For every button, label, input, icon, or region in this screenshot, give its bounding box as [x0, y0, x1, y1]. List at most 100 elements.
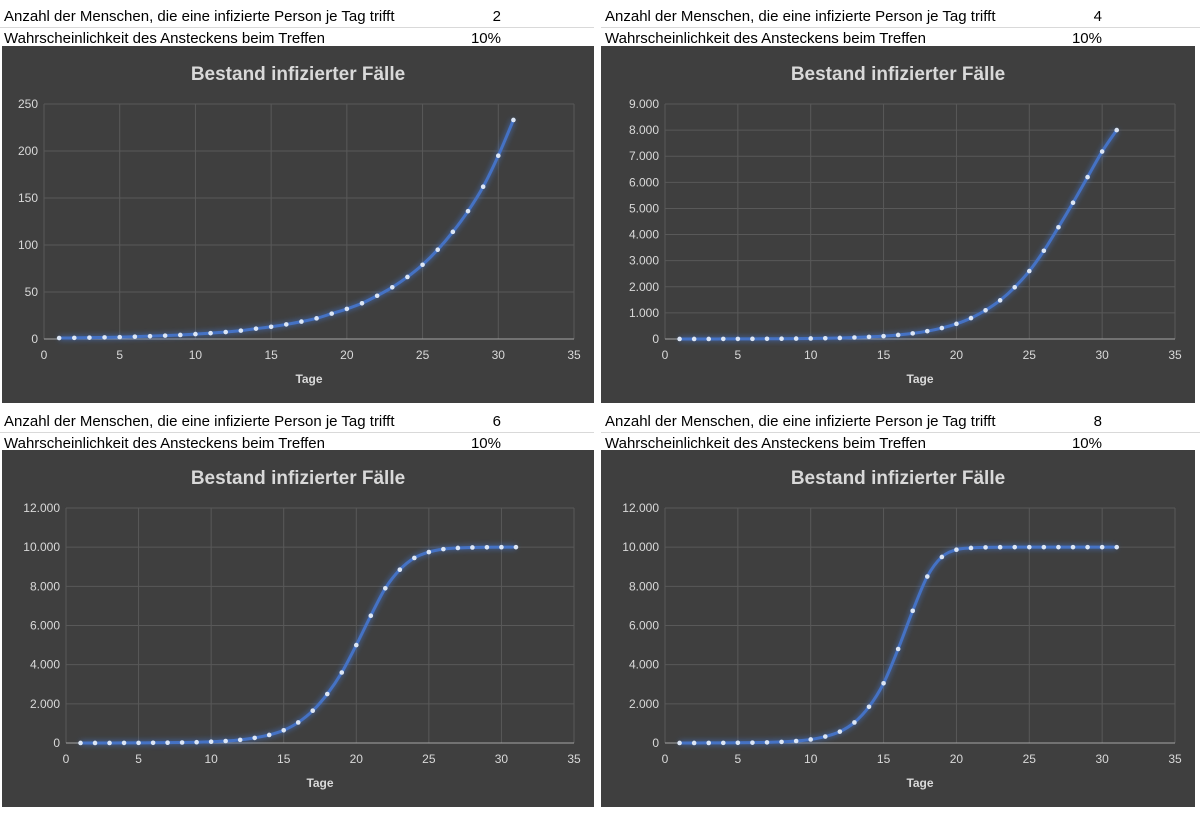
data-point [808, 336, 814, 341]
data-point [441, 546, 446, 552]
chart-svg: Bestand infizierter Fälle 0 1.000 2.000 3.00… [629, 64, 1182, 386]
data-point [374, 293, 380, 299]
data-point [764, 336, 770, 342]
panel-3: Anzahl der Menschen, die eine infizierte… [0, 405, 594, 813]
y-tick-label: 150 [18, 191, 38, 205]
x-tick-label: 5 [735, 752, 742, 766]
cell-border [601, 432, 1200, 433]
y-tick-label: 2.000 [30, 697, 60, 711]
data-point [92, 740, 98, 746]
y-tick-label: 1.000 [629, 306, 659, 320]
contacts-label: Anzahl der Menschen, die eine infizierte… [605, 8, 996, 25]
data-point [968, 545, 974, 551]
data-point [1041, 544, 1047, 550]
data-point [793, 738, 799, 744]
series-line [59, 119, 515, 340]
data-point [162, 333, 168, 338]
x-tick-label: 10 [189, 348, 203, 362]
data-point [881, 680, 886, 686]
contacts-value: 4 [1093, 8, 1102, 25]
y-tick-label: 9.000 [629, 97, 659, 111]
data-point [295, 720, 301, 725]
data-point [779, 739, 784, 745]
x-tick-label: 0 [41, 348, 48, 362]
chart-2: Bestand infizierter Fälle 0 1.000 2.000 3.00… [601, 46, 1195, 403]
x-tick-label: 5 [135, 752, 142, 766]
data-point [426, 549, 432, 555]
data-point [968, 315, 974, 321]
data-point [997, 298, 1003, 303]
data-point [720, 336, 726, 342]
cell-border [0, 432, 594, 433]
data-point [1114, 127, 1120, 133]
contacts-value: 6 [492, 413, 501, 430]
data-point [150, 740, 156, 746]
x-tick-label: 15 [277, 752, 291, 766]
data-point [177, 332, 183, 338]
probability-row: Wahrscheinlichkeit des Ansteckens beim T… [0, 434, 594, 454]
data-point [1070, 200, 1076, 205]
data-point [1012, 285, 1018, 290]
data-point [484, 544, 490, 550]
x-tick-label: 25 [1023, 348, 1037, 362]
probability-row: Wahrscheinlichkeit des Ansteckens beim T… [601, 434, 1200, 454]
data-point [1070, 544, 1076, 550]
x-tick-label: 30 [1095, 348, 1109, 362]
data-point [353, 642, 359, 648]
y-tick-label: 4.000 [629, 658, 659, 672]
x-tick-label: 15 [264, 348, 278, 362]
cell-border [601, 27, 1200, 28]
data-point [324, 691, 330, 697]
contacts-row: Anzahl der Menschen, die eine infizierte… [0, 7, 594, 27]
data-point [677, 336, 682, 342]
data-point [1099, 544, 1105, 550]
chart-title: Bestand infizierter Fälle [191, 468, 405, 489]
data-point [779, 336, 784, 342]
data-point [1085, 174, 1090, 180]
data-point [465, 208, 471, 214]
data-point [223, 738, 228, 744]
series-line [679, 545, 1117, 745]
data-point [253, 326, 259, 331]
contacts-label: Anzahl der Menschen, die eine infizierte… [605, 413, 996, 430]
data-point [997, 544, 1003, 550]
x-axis-label: Tage [306, 776, 333, 790]
y-tick-label: 6.000 [629, 175, 659, 189]
data-point [499, 544, 504, 550]
data-point [910, 608, 916, 614]
probability-row: Wahrscheinlichkeit des Ansteckens beim T… [601, 29, 1200, 49]
y-tick-label: 100 [18, 238, 38, 252]
data-point [822, 335, 828, 341]
data-point [455, 545, 461, 551]
y-tick-label: 4.000 [30, 658, 60, 672]
data-point [691, 336, 697, 342]
data-point [102, 335, 107, 340]
data-point [939, 554, 945, 560]
y-tick-label: 5.000 [629, 201, 659, 215]
probability-label: Wahrscheinlichkeit des Ansteckens beim T… [4, 30, 325, 47]
x-tick-label: 35 [1168, 348, 1182, 362]
data-point [822, 734, 828, 739]
data-point [1056, 544, 1061, 550]
data-point [1041, 248, 1047, 254]
chart-title: Bestand infizierter Fälle [191, 64, 405, 85]
y-tick-label: 0 [53, 736, 60, 750]
y-tick-label: 8.000 [629, 123, 659, 137]
data-point [339, 670, 345, 675]
data-point [268, 324, 274, 330]
y-tick-label: 0 [652, 736, 659, 750]
data-point [208, 330, 213, 336]
data-point [735, 336, 741, 342]
x-tick-label: 35 [567, 348, 581, 362]
data-point [924, 328, 930, 334]
data-point [237, 737, 243, 743]
data-point [983, 545, 988, 550]
chart-svg: Bestand infizierter Fälle050100150200250… [18, 64, 581, 386]
data-point [866, 334, 872, 340]
data-point [299, 319, 304, 324]
data-point [954, 547, 959, 553]
y-tick-label: 0 [652, 332, 659, 346]
x-tick-label: 25 [416, 348, 430, 362]
data-point [420, 262, 425, 268]
data-point [368, 613, 374, 619]
